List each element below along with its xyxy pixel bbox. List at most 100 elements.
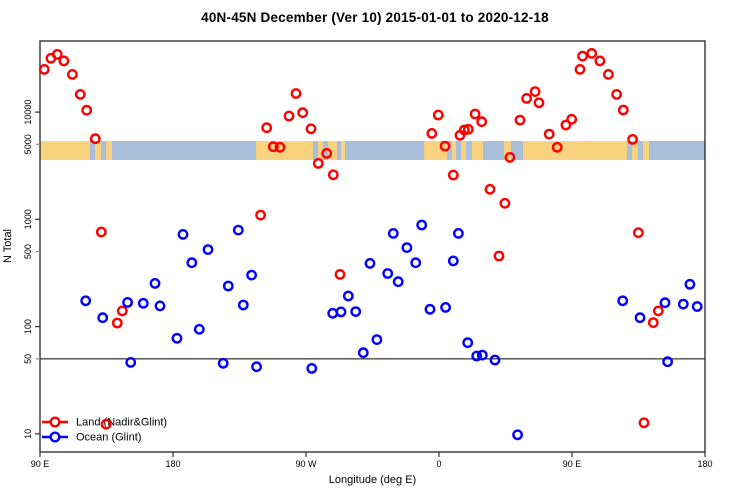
map-band-land-segment: [95, 141, 102, 160]
map-band-land-segment: [452, 141, 456, 160]
data-point: [439, 140, 451, 152]
data-point: [633, 227, 644, 239]
data-point: [364, 257, 376, 269]
data-point: [342, 290, 354, 302]
data-point: [111, 317, 123, 329]
data-point: [566, 113, 578, 125]
data-point: [504, 151, 516, 163]
legend: Land (Nadir&Glint) Ocean (Glint): [42, 417, 167, 444]
data-point: [67, 69, 78, 80]
data-point: [652, 305, 664, 317]
data-point: [80, 295, 92, 307]
map-band-land-segment: [522, 141, 627, 160]
data-point: [335, 306, 347, 318]
data-point: [533, 97, 545, 109]
data-point: [122, 296, 134, 308]
map-band-land-segment: [461, 141, 466, 160]
data-point: [426, 127, 438, 139]
data-point: [677, 298, 689, 310]
data-point: [283, 110, 295, 122]
data-point: [462, 123, 474, 135]
y-tick-label: 50: [23, 354, 33, 364]
data-point: [267, 141, 279, 153]
data-point: [327, 169, 339, 181]
data-point: [462, 337, 474, 349]
data-point: [95, 226, 107, 238]
x-axis: 90 E 180 90 W 0 90 E 180: [31, 452, 713, 469]
data-point: [560, 119, 572, 131]
data-point: [476, 116, 488, 128]
data-point: [38, 64, 50, 75]
map-band-land-segment: [504, 141, 511, 160]
data-point: [424, 303, 436, 315]
legend-marker: [49, 431, 61, 443]
x-tick-label: 90 E: [31, 459, 50, 469]
map-band-land-segment: [328, 141, 337, 160]
y-tick-label: 1000: [23, 209, 33, 229]
data-point: [647, 317, 659, 328]
data-point: [89, 133, 101, 145]
data-point: [586, 48, 598, 59]
x-axis-title: Longitude (deg E): [328, 474, 417, 486]
y-axis: 10 50 100 500 1000 5000 10000: [23, 100, 40, 439]
data-point: [171, 332, 183, 344]
legend-item: Ocean (Glint): [42, 432, 141, 444]
data-point: [617, 104, 629, 116]
data-point: [274, 141, 286, 153]
data-point: [499, 197, 511, 209]
data-point: [493, 250, 505, 262]
data-point: [514, 114, 526, 126]
data-point: [222, 280, 234, 292]
data-point: [634, 312, 646, 324]
chart-title: 40N-45N December (Ver 10) 2015-01-01 to …: [201, 10, 549, 25]
data-point: [193, 323, 205, 335]
data-point: [447, 169, 459, 181]
data-point: [447, 255, 459, 267]
data-point: [452, 227, 464, 239]
data-point: [476, 349, 488, 361]
data-point: [489, 354, 501, 366]
data-point: [512, 429, 523, 441]
data-point: [305, 123, 317, 135]
data-point: [202, 244, 214, 256]
data-point: [521, 93, 532, 104]
data-point: [432, 109, 444, 121]
data-point: [382, 268, 394, 279]
data-point: [638, 417, 650, 429]
data-point: [237, 299, 249, 311]
data-point: [312, 157, 324, 169]
data-point: [469, 108, 481, 120]
data-point: [440, 301, 451, 313]
series-ocean: [80, 219, 703, 441]
y-tick-label: 500: [23, 244, 33, 259]
y-tick-label: 5000: [23, 134, 33, 154]
data-point: [401, 242, 413, 254]
data-point: [603, 69, 614, 80]
data-point: [306, 362, 318, 374]
data-point: [232, 224, 244, 236]
data-point: [261, 122, 273, 134]
map-band-land-segment: [472, 141, 484, 160]
map-band-land-segment: [341, 141, 345, 160]
y-tick-label: 10000: [23, 100, 33, 125]
data-point: [543, 128, 555, 140]
data-point: [594, 55, 606, 67]
data-point: [410, 257, 422, 269]
data-point: [662, 356, 673, 368]
map-band-land-segment: [318, 141, 323, 160]
map-band-land-segment: [106, 141, 112, 160]
map-band-land-segment: [632, 141, 638, 160]
data-point: [371, 334, 383, 345]
x-tick-label: 180: [697, 459, 712, 469]
data-point: [392, 276, 404, 288]
data-point: [125, 356, 137, 368]
data-point: [74, 89, 86, 100]
data-point: [177, 228, 189, 240]
data-point: [321, 147, 333, 159]
data-point: [350, 306, 362, 317]
map-band: [40, 141, 705, 160]
data-point: [116, 305, 128, 317]
data-point: [100, 418, 112, 430]
legend-label: Ocean (Glint): [76, 432, 141, 444]
